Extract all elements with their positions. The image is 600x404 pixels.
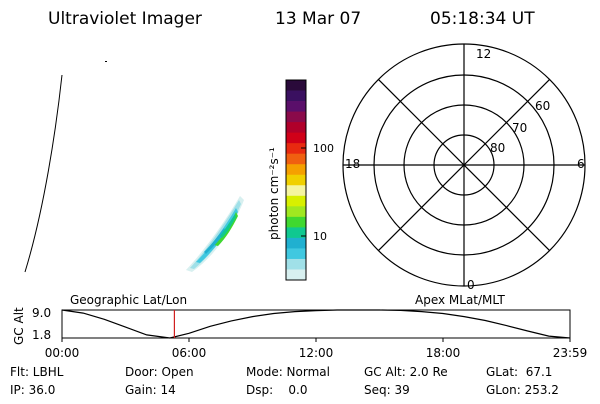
gain-status: Gain: 14: [125, 383, 176, 397]
colorbar-swatch: [286, 101, 306, 112]
filter-status: Flt: LBHL: [10, 365, 64, 379]
colorbar-swatch: [286, 248, 306, 260]
aurora-emission: [186, 196, 244, 272]
colorbar-swatch: [286, 195, 306, 207]
colorbar-swatch: [286, 111, 306, 123]
colorbar-swatch: [286, 80, 306, 91]
colorbar-unit-label: photon cm⁻²s⁻¹: [267, 147, 281, 240]
glon-status: GLon: 253.2: [486, 383, 559, 397]
mlat-label-70: 70: [512, 121, 527, 135]
colorbar-frame: [285, 79, 307, 281]
polar-diagonal: [377, 78, 551, 252]
colorbar-swatch: [286, 258, 306, 270]
x-tick-label: 12:00: [299, 346, 334, 360]
colorbar-swatch: [286, 227, 306, 239]
image-speck: [105, 61, 107, 62]
mlt-label-12: 12: [476, 47, 491, 61]
mlt-label-18: 18: [345, 157, 360, 171]
x-tick-label: 00:00: [45, 346, 80, 360]
colorbar-swatch: [286, 216, 306, 228]
x-tick-label: 06:00: [172, 346, 207, 360]
status-panel: Flt: LBHL IP: 36.0 Door: Open Gain: 14 M…: [10, 365, 559, 397]
colorbar-swatch: [286, 237, 306, 249]
x-tick-label: 23:59: [553, 346, 588, 360]
apex-mlat-mlt-label: Apex MLat/MLT: [415, 293, 505, 307]
mlat-label-80: 80: [490, 141, 505, 155]
colorbar: [285, 79, 307, 281]
glat-status: GLat: 67.1: [486, 365, 552, 379]
colorbar-swatch: [286, 185, 306, 197]
colorbar-swatch: [286, 206, 306, 218]
date-label: 13 Mar 07: [275, 9, 361, 29]
colorbar-swatch: [286, 90, 306, 102]
colorbar-swatch: [286, 269, 306, 281]
ip-status: IP: 36.0: [10, 383, 55, 397]
door-status: Door: Open: [125, 365, 194, 379]
colorbar-swatch: [286, 174, 306, 186]
y-tick-label: 9.0: [32, 306, 51, 320]
gc-alt-status: GC Alt: 2.0 Re: [364, 365, 448, 379]
gc-alt-axis-label: GC Alt: [12, 307, 26, 345]
earth-limb: [24, 74, 63, 273]
auroral-image: [24, 61, 244, 273]
orbit-plot: [61, 309, 571, 339]
mlt-label-0: 0: [467, 278, 475, 292]
seq-status: Seq: 39: [364, 383, 410, 397]
dsp-status: Dsp: 0.0: [246, 383, 308, 397]
colorbar-swatch: [286, 164, 306, 176]
x-axis-ticks: 00:00 06:00 12:00 18:00 23:59: [45, 338, 588, 360]
colorbar-tick-label: 10: [313, 230, 327, 243]
colorbar-swatch: [286, 122, 306, 134]
gc-alt-line: [61, 309, 571, 339]
instrument-title: Ultraviolet Imager: [48, 9, 202, 29]
time-label: 05:18:34 UT: [430, 9, 535, 29]
colorbar-swatch: [286, 153, 306, 165]
mlt-label-6: 6: [577, 157, 585, 171]
mode-status: Mode: Normal: [246, 365, 330, 379]
x-tick-label: 18:00: [426, 346, 461, 360]
mlat-label-60: 60: [535, 99, 550, 113]
geographic-latlon-label: Geographic Lat/Lon: [70, 293, 187, 307]
colorbar-swatch: [286, 132, 306, 144]
colorbar-tick-label: 100: [313, 142, 334, 155]
colorbar-swatch: [286, 143, 306, 155]
y-tick-label: 1.8: [32, 328, 51, 342]
orbit-plot-frame: [61, 309, 571, 339]
polar-grid: 12 18 6 0 60 70 80: [342, 43, 586, 292]
